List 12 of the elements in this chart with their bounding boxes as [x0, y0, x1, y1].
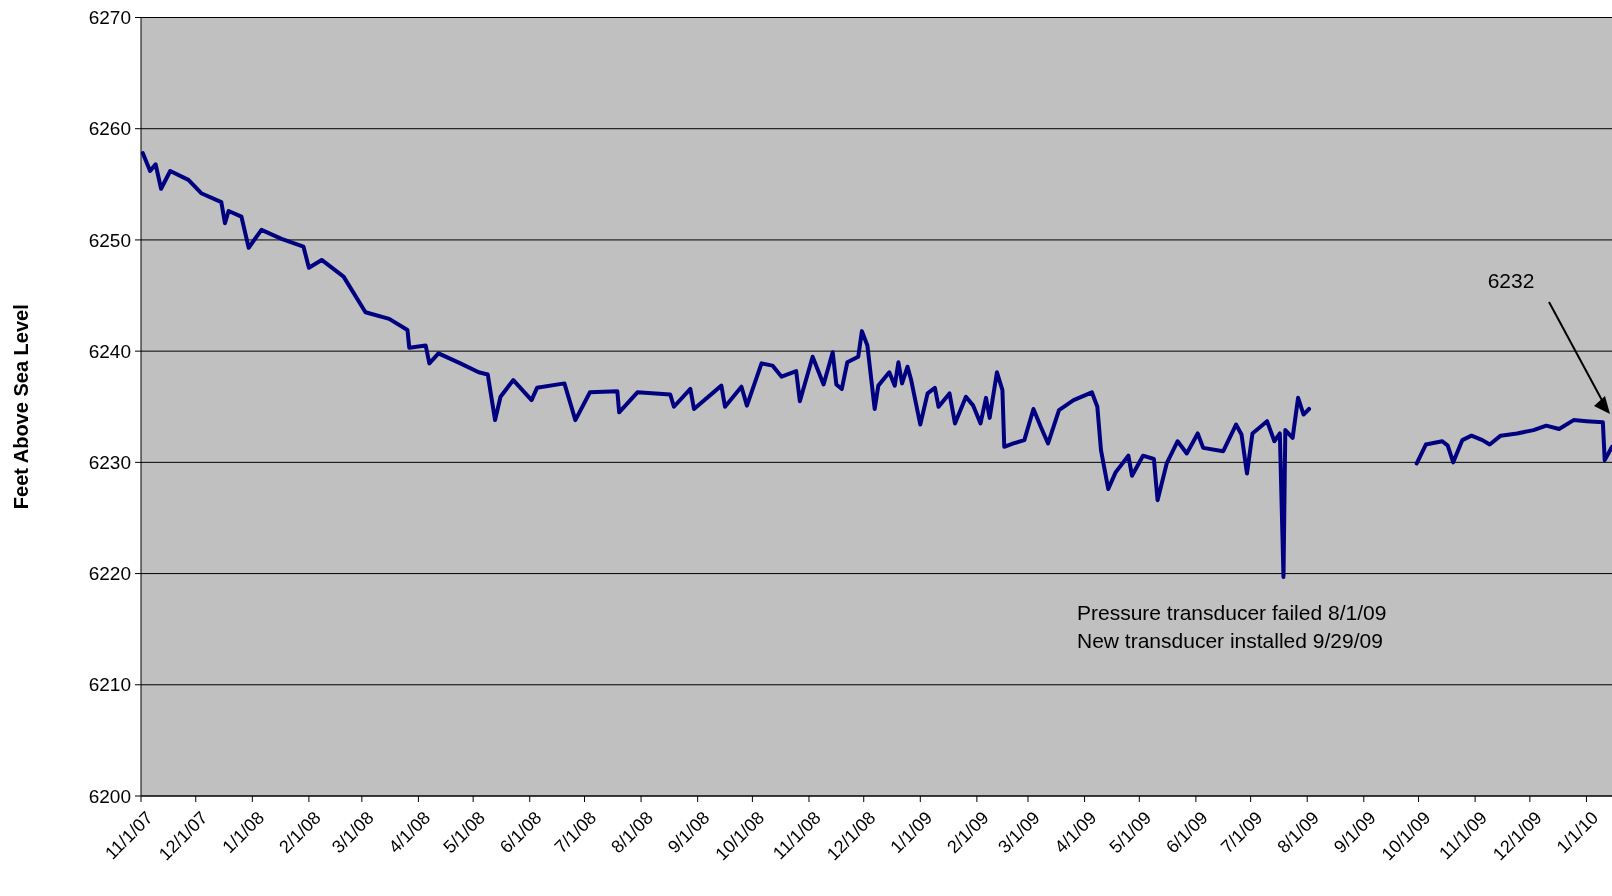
- y-tick-label: 6220: [88, 563, 131, 585]
- y-axis-title: Feet Above Sea Level: [10, 304, 32, 510]
- y-tick-label: 6230: [88, 452, 131, 474]
- annotation: Pressure transducer failed 8/1/09: [1077, 601, 1387, 624]
- annotation: 6232: [1487, 269, 1535, 292]
- annotation: New transducer installed 9/29/09: [1077, 629, 1383, 652]
- y-tick-label: 6200: [88, 785, 131, 807]
- y-tick-label: 6270: [88, 7, 131, 29]
- y-tick-label: 6240: [88, 340, 131, 362]
- y-tick-label: 6210: [88, 674, 131, 696]
- y-tick-label: 6260: [88, 118, 131, 140]
- y-tick-label: 6250: [88, 229, 131, 251]
